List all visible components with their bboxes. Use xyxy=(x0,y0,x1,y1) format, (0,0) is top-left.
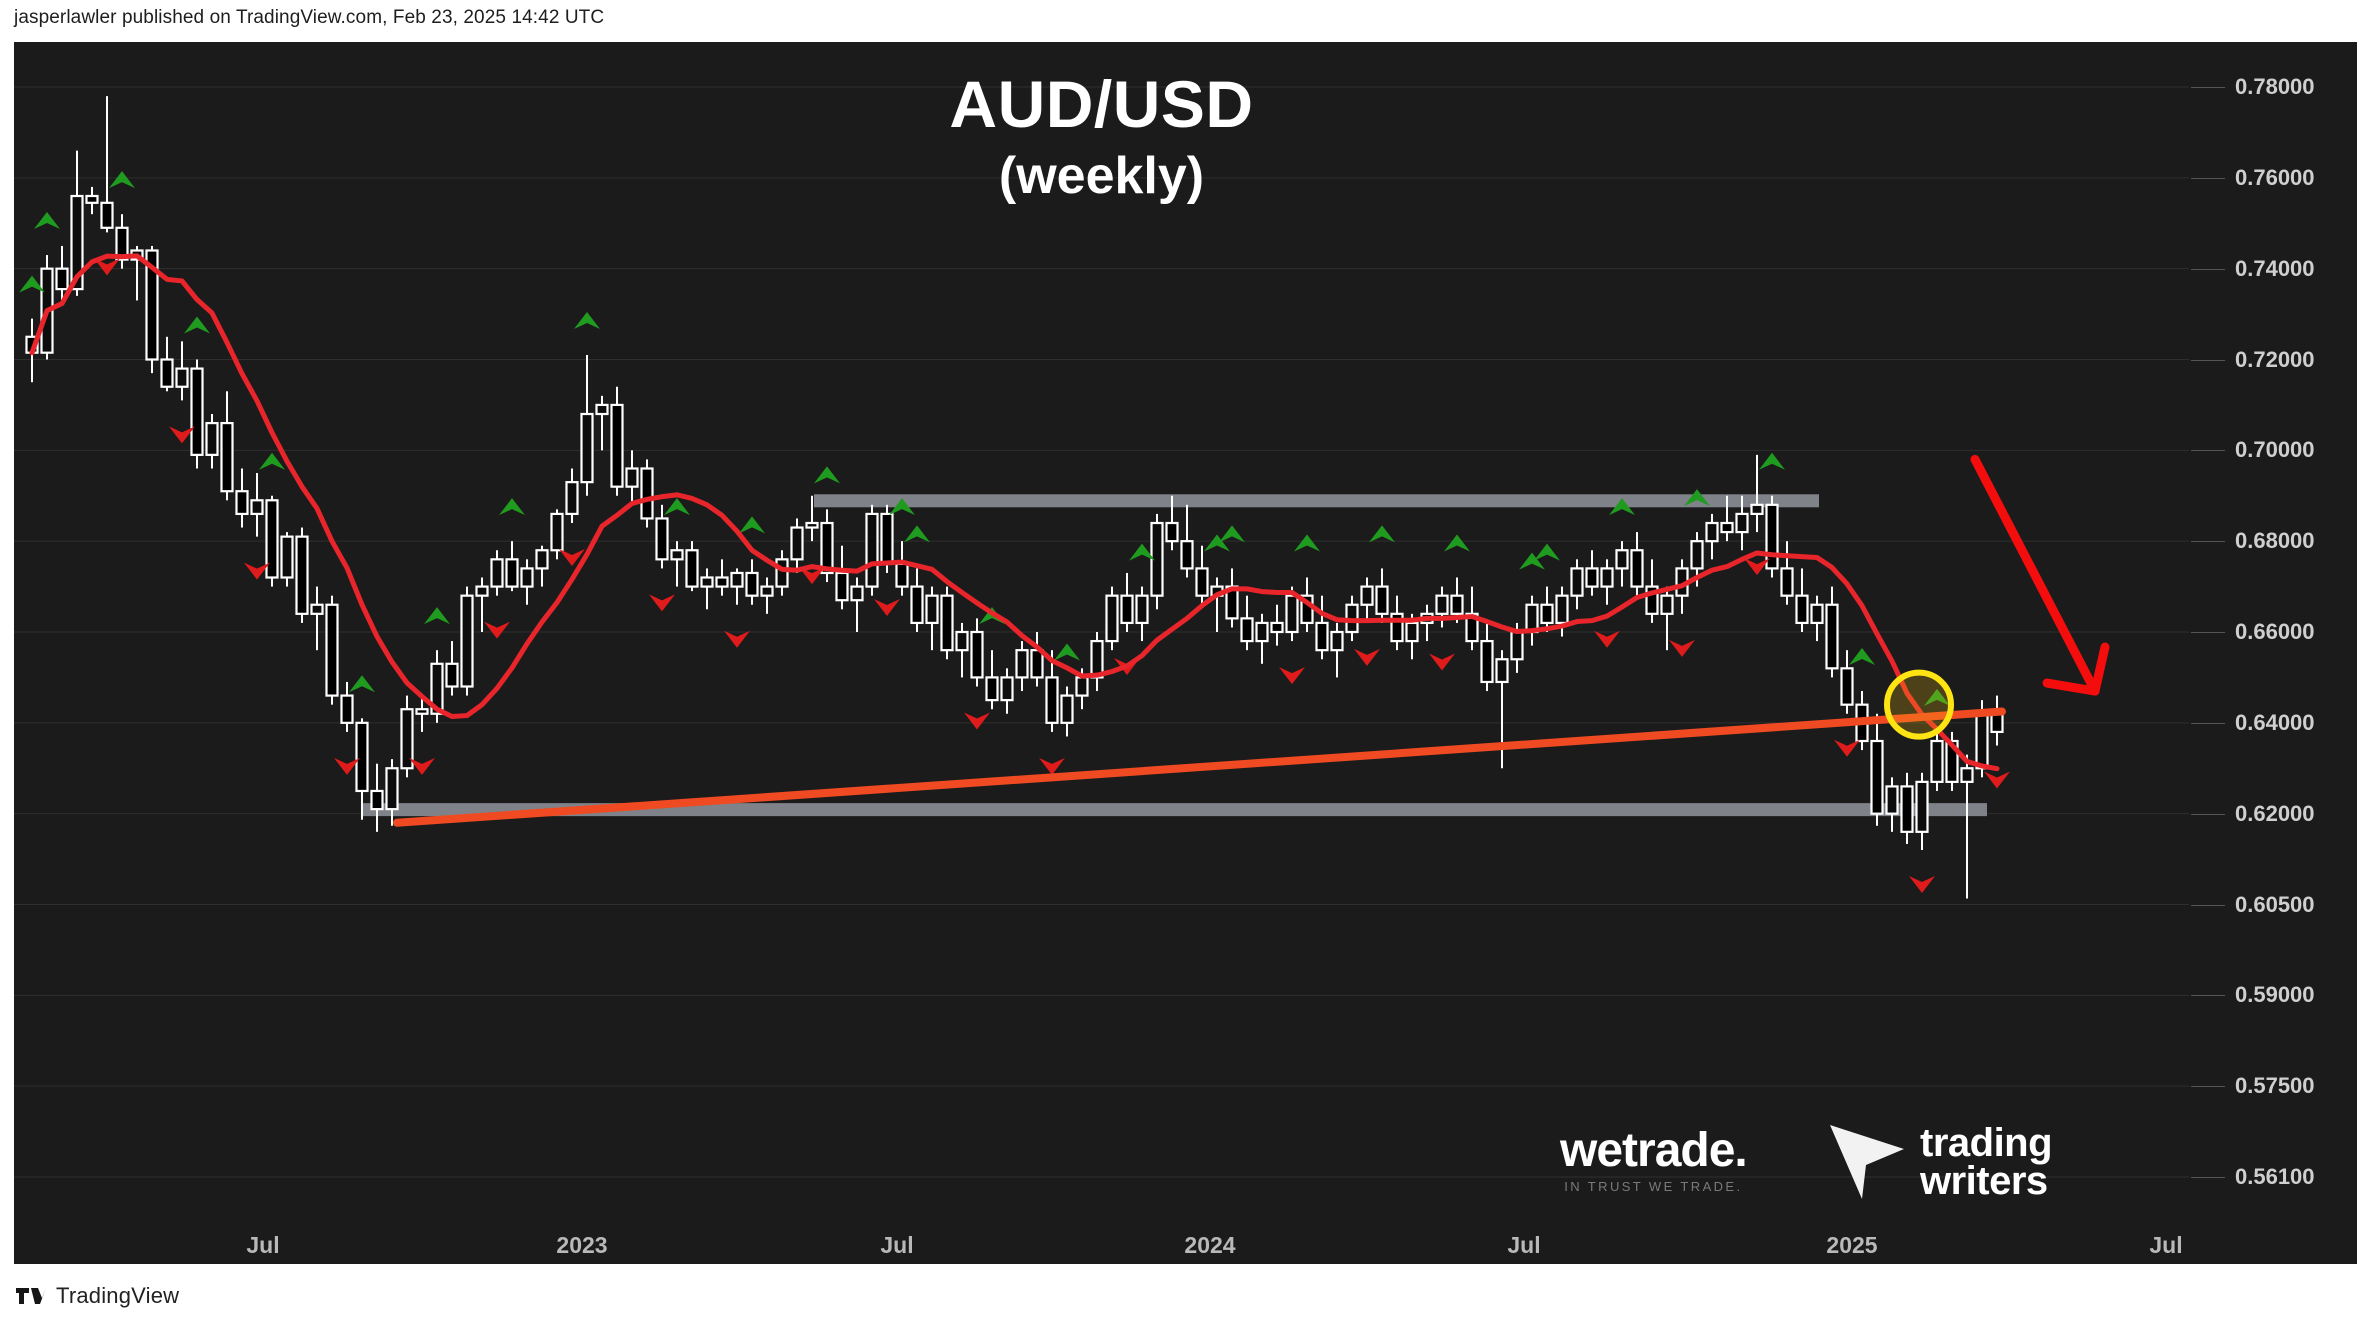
price-axis-tick xyxy=(2191,813,2225,815)
time-axis-label: Jul xyxy=(880,1232,914,1258)
price-axis-tick xyxy=(2191,995,2225,997)
price-axis[interactable]: 0.78000 0.76000 0.74000 0.72000 0.70000 0.680… xyxy=(2189,42,2357,1223)
price-axis-tick xyxy=(2191,1086,2225,1088)
tradingwriters-watermark: trading writers xyxy=(1824,1119,2053,1205)
price-chart-svg xyxy=(14,86,2189,1178)
signal-markers-group xyxy=(19,171,2010,893)
price-axis-tick xyxy=(2191,450,2225,452)
price-axis-label: 0.70000 xyxy=(2235,437,2315,463)
price-axis-label: 0.62000 xyxy=(2235,800,2315,826)
tradingview-brand-label: TradingView xyxy=(56,1283,180,1308)
wetrade-watermark: wetrade. IN TRUST WE TRADE. xyxy=(1560,1124,1748,1195)
time-axis-label: 2024 xyxy=(1184,1232,1236,1258)
tradingview-logo-icon xyxy=(16,1286,46,1306)
time-axis-label: 2023 xyxy=(556,1232,608,1258)
price-axis-tick xyxy=(2191,632,2225,633)
wetrade-wordmark: wetrade. xyxy=(1560,1124,1748,1177)
tradingview-footer[interactable]: TradingView xyxy=(16,1283,179,1309)
price-axis-label: 0.56100 xyxy=(2235,1164,2315,1189)
time-axis-label: Jul xyxy=(246,1232,280,1258)
price-axis-tick xyxy=(2191,87,2225,88)
tradingwriters-line2: writers xyxy=(1920,1159,2048,1203)
time-axis-label: 2025 xyxy=(1826,1232,1878,1258)
triangle-pennant-icon xyxy=(1824,1119,1910,1205)
time-axis[interactable]: Jul 2023 Jul 2024 Jul 2025 Jul xyxy=(14,1223,2357,1264)
price-axis-tick xyxy=(2191,1177,2225,1178)
price-axis-label: 0.57500 xyxy=(2235,1073,2315,1099)
price-axis-tick xyxy=(2191,359,2225,361)
time-axis-label: Jul xyxy=(1507,1232,1541,1258)
zone-bands-group xyxy=(362,494,1987,817)
price-axis-tick xyxy=(2191,541,2225,543)
price-axis-label: 0.66000 xyxy=(2235,619,2315,644)
price-axis-label: 0.72000 xyxy=(2235,346,2315,372)
trendline-group xyxy=(393,707,2006,827)
moving-average-line xyxy=(29,253,2000,772)
price-axis-label: 0.59000 xyxy=(2235,982,2315,1008)
tradingwriters-line1: trading xyxy=(1920,1121,2053,1165)
candlesticks-group xyxy=(25,96,2004,899)
time-axis-label: Jul xyxy=(2149,1232,2183,1258)
price-axis-label: 0.78000 xyxy=(2235,74,2315,99)
annotations-group xyxy=(1884,454,2110,740)
publisher-byline: jasperlawler published on TradingView.co… xyxy=(14,7,605,28)
chart-panel[interactable]: AUD/USD (weekly) wetrade. IN TRUST WE TR… xyxy=(14,42,2357,1264)
gridlines-group xyxy=(14,86,2189,1178)
price-axis-label: 0.64000 xyxy=(2235,709,2315,735)
price-axis-label: 0.68000 xyxy=(2235,528,2315,554)
price-axis-tick xyxy=(2191,268,2225,270)
price-axis-label: 0.76000 xyxy=(2235,164,2315,190)
price-axis-tick xyxy=(2191,722,2225,724)
wetrade-tagline: IN TRUST WE TRADE. xyxy=(1564,1179,1743,1194)
price-axis-label: 0.74000 xyxy=(2235,255,2315,281)
price-axis-label: 0.60500 xyxy=(2235,891,2315,917)
chart-plot-area[interactable]: AUD/USD (weekly) wetrade. IN TRUST WE TR… xyxy=(14,42,2189,1223)
tradingwriters-wordmark: trading writers xyxy=(1920,1121,2053,1203)
price-axis-tick xyxy=(2191,177,2225,179)
price-axis-tick xyxy=(2191,904,2225,906)
